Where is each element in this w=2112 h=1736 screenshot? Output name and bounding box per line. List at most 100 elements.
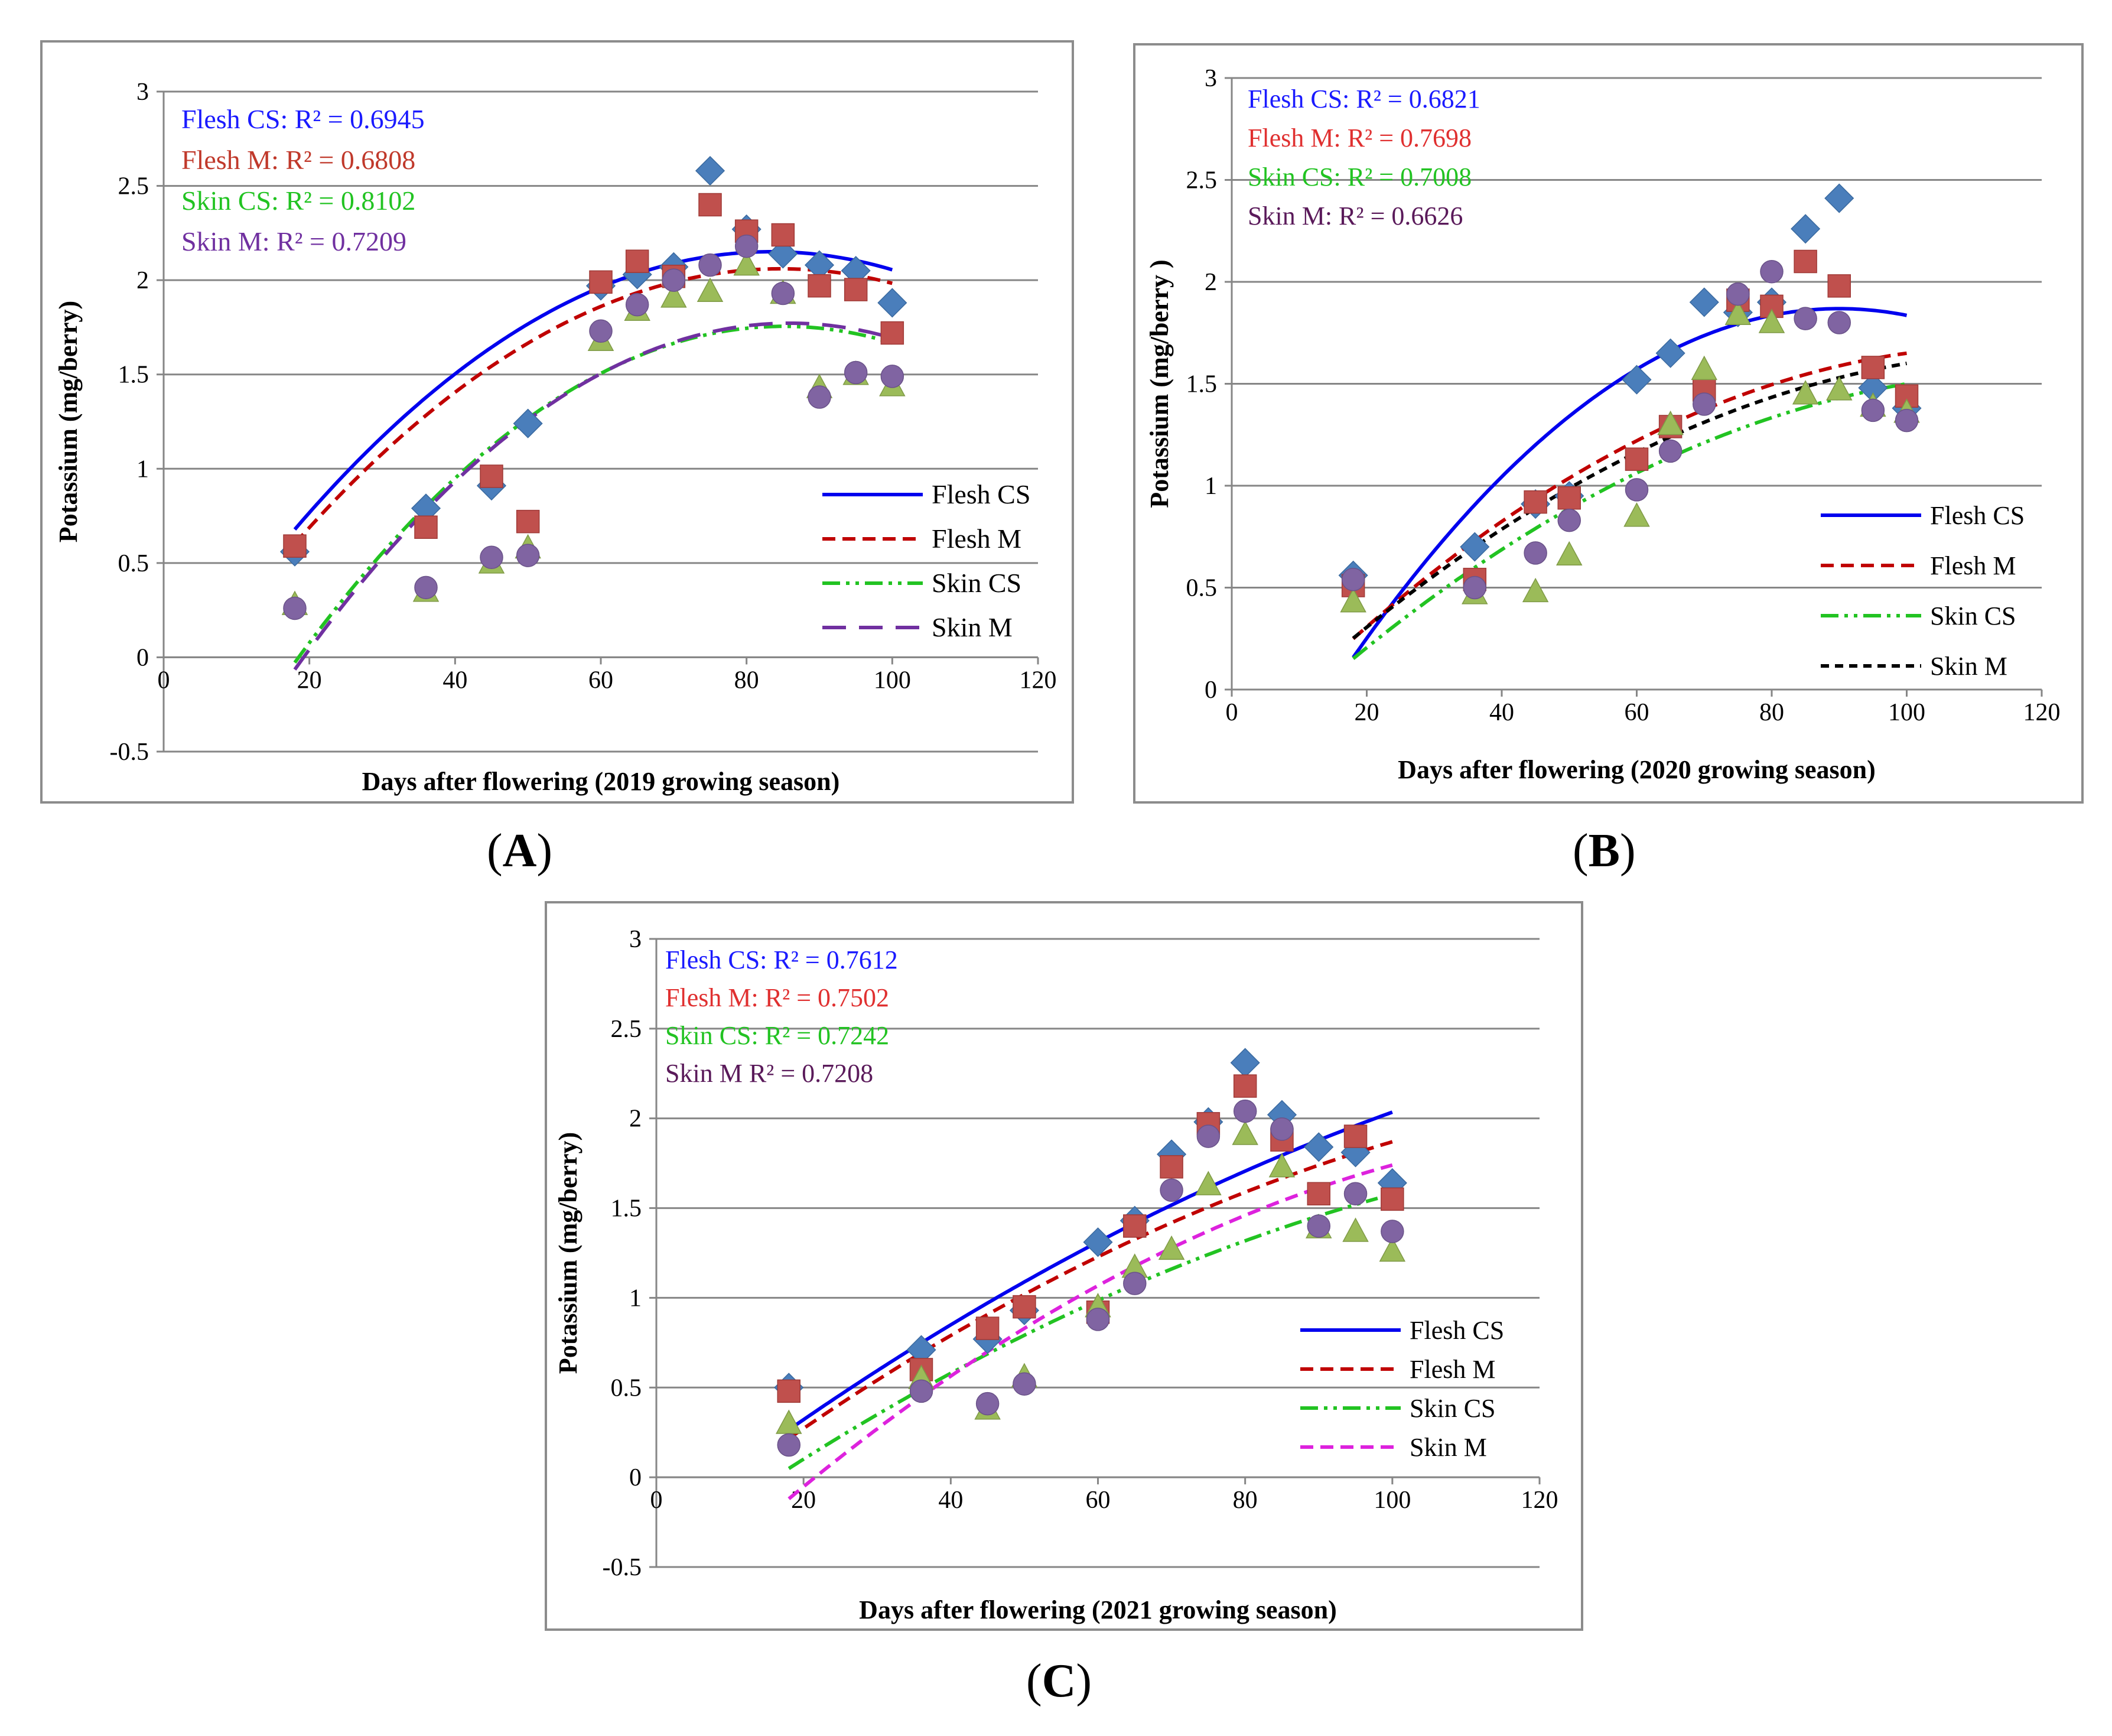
data-point-skin-m [1794, 307, 1817, 330]
data-point-skin-cs [1232, 1120, 1258, 1145]
data-point-skin-m [975, 1392, 1000, 1416]
r2-annotation: Skin M: R² = 0.7209 [181, 226, 406, 256]
data-point-flesh-m [1625, 447, 1649, 471]
y-tick-label: 1.5 [1186, 371, 1218, 398]
legend-label: Skin CS [1410, 1394, 1496, 1423]
x-tick-label: 60 [588, 667, 613, 694]
y-tick-label: 2 [136, 267, 149, 294]
trendline-flesh-cs [787, 1110, 1393, 1432]
data-point-skin-m [1123, 1272, 1147, 1295]
data-point-skin-m [662, 268, 686, 292]
data-point-flesh-m [480, 464, 503, 488]
data-point-skin-cs [1825, 376, 1853, 401]
x-tick-label: 20 [1355, 699, 1379, 726]
data-point-flesh-cs [877, 288, 907, 318]
data-point-skin-m [1861, 398, 1885, 422]
data-point-skin-m [625, 292, 649, 317]
data-point-flesh-cs [768, 239, 798, 269]
data-point-flesh-m [1123, 1214, 1147, 1238]
data-point-skin-cs [660, 283, 687, 308]
data-point-skin-cs [1623, 502, 1650, 527]
data-point-skin-m [1307, 1214, 1330, 1238]
legend-label: Flesh M [932, 524, 1021, 554]
data-point-skin-cs [1522, 577, 1549, 603]
data-point-skin-m [1463, 576, 1487, 600]
data-point-skin-m [909, 1379, 933, 1403]
x-tick-label: 0 [650, 1487, 663, 1514]
data-point-flesh-m [1233, 1074, 1257, 1098]
data-point-flesh-cs [1622, 365, 1652, 395]
x-tick-label: 20 [791, 1487, 816, 1514]
data-point-flesh-cs [1304, 1132, 1334, 1162]
x-tick-label: 60 [1625, 699, 1649, 726]
x-tick-label: 0 [1226, 699, 1238, 726]
data-point-flesh-m [698, 193, 722, 217]
data-point-flesh-m [1861, 356, 1885, 379]
r2-annotation: Flesh M: R² = 0.7502 [665, 983, 889, 1012]
data-point-skin-m [1381, 1220, 1404, 1243]
data-point-skin-m [1086, 1308, 1110, 1331]
x-axis-title: Days after flowering (2019 growing seaso… [362, 767, 840, 796]
data-point-flesh-m [1524, 490, 1547, 514]
data-point-skin-m [1341, 567, 1365, 591]
data-point-skin-m [777, 1433, 800, 1457]
r2-annotation: Flesh CS: R² = 0.6821 [1248, 84, 1480, 113]
data-point-skin-cs [1758, 308, 1785, 333]
y-tick-label: -0.5 [603, 1554, 642, 1581]
y-tick-label: 1 [136, 456, 149, 483]
legend-label: Skin M [1410, 1433, 1487, 1462]
data-point-skin-cs [1724, 300, 1752, 325]
x-tick-label: 100 [1888, 699, 1925, 726]
x-tick-label: 40 [442, 667, 467, 694]
y-tick-label: 0.5 [118, 550, 149, 577]
y-tick-label: 1 [1205, 473, 1217, 500]
data-point-skin-m [589, 319, 613, 343]
trendline-skin-m [293, 321, 893, 671]
data-point-flesh-m [1557, 486, 1581, 510]
data-point-flesh-cs [1791, 214, 1821, 244]
data-point-flesh-m [777, 1379, 800, 1403]
r2-annotation: Skin M: R² = 0.6626 [1248, 201, 1463, 230]
r2-annotation: Skin CS: R² = 0.7008 [1248, 162, 1472, 191]
data-point-flesh-m [844, 278, 868, 301]
x-axis-title: Days after flowering (2021 growing seaso… [859, 1595, 1337, 1624]
y-axis-title: Potassium (mg/berry) [54, 301, 83, 542]
y-axis-title: Potassium (mg/berry ) [1145, 259, 1174, 508]
data-point-skin-m [414, 576, 438, 600]
y-tick-label: 1.5 [611, 1195, 642, 1223]
caption-c: (C) [1026, 1655, 1092, 1707]
y-tick-label: 1 [629, 1285, 642, 1312]
r2-annotation: Flesh M: R² = 0.6808 [181, 145, 415, 175]
legend-label: Flesh M [1930, 551, 2016, 580]
data-point-flesh-m [516, 509, 540, 534]
y-tick-label: 3 [1205, 65, 1217, 92]
data-point-flesh-m [1013, 1295, 1036, 1319]
chart-a-svg: -0.5 0 0.5 1 1.5 2 2.5 3 0 20 40 60 80 100 120 Flesh CS… [54, 79, 1057, 796]
data-point-skin-m [1233, 1099, 1257, 1123]
data-point-skin-m [734, 234, 759, 258]
data-point-flesh-m [1307, 1182, 1330, 1206]
caption-b: (B) [1573, 825, 1636, 877]
data-point-flesh-cs [1083, 1227, 1113, 1257]
y-tick-label: 0 [136, 644, 149, 671]
x-tick-label: 120 [1020, 667, 1057, 694]
chart-panel-c: -0.5 0 0.5 1 1.5 2 2.5 3 0 20 40 60 80 100 120 Flesh CS… [545, 901, 1583, 1631]
legend-label: Skin CS [1930, 602, 2016, 630]
data-point-skin-m [698, 253, 722, 277]
data-point-flesh-m [1160, 1155, 1183, 1179]
data-point-skin-cs [1691, 355, 1718, 381]
data-point-skin-m [1343, 1182, 1368, 1206]
x-tick-label: 80 [1233, 1487, 1258, 1514]
data-point-skin-cs [1340, 588, 1366, 613]
data-point-skin-m [1557, 508, 1581, 532]
y-tick-label: 0 [1205, 677, 1217, 704]
data-point-flesh-cs [1230, 1048, 1260, 1078]
legend-label: Skin CS [932, 568, 1021, 598]
data-point-skin-cs [1555, 541, 1583, 566]
data-point-flesh-m [880, 321, 904, 345]
trendline-skin-m [787, 1163, 1393, 1500]
data-point-skin-m [516, 544, 540, 567]
data-point-flesh-m [808, 274, 831, 298]
y-tick-label: 1.5 [118, 362, 149, 389]
x-tick-label: 120 [2023, 699, 2061, 726]
